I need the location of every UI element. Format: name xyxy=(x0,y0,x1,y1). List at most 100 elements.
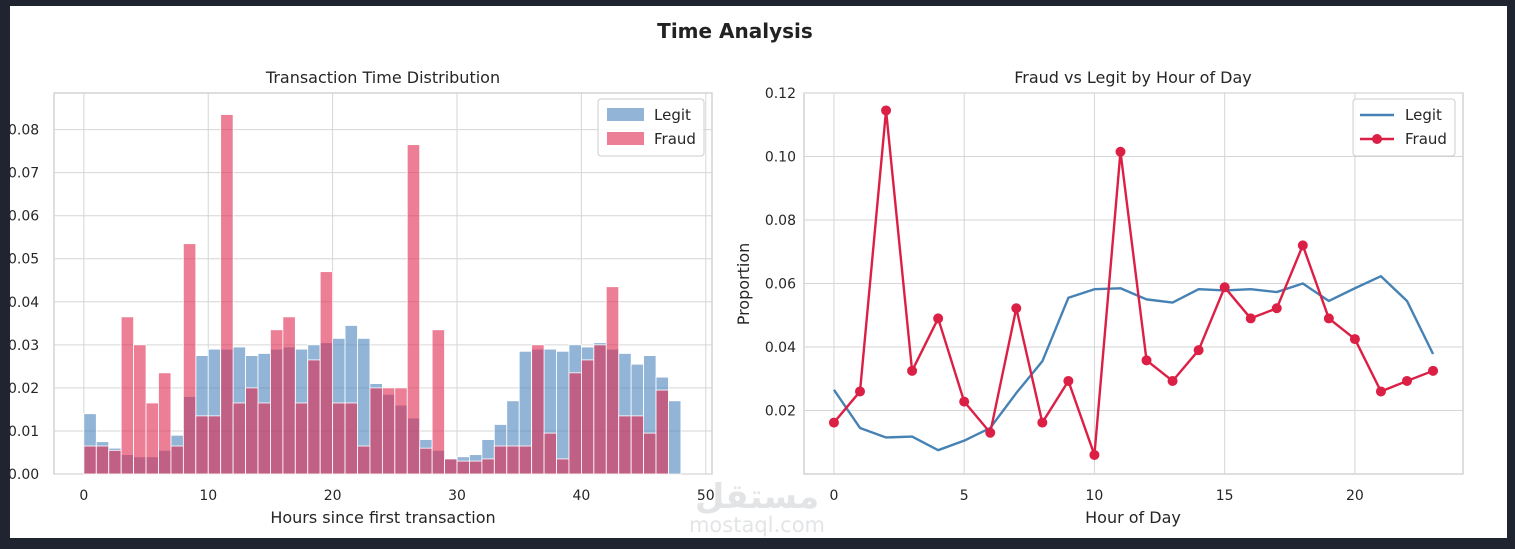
data-point-fraud xyxy=(1193,345,1204,356)
histogram-bar-fraud xyxy=(543,432,557,475)
histogram-bar-fraud xyxy=(232,402,246,475)
line-grid xyxy=(804,92,1463,474)
line-y-label: Proportion xyxy=(734,243,753,326)
histogram-bar-fraud xyxy=(369,387,383,475)
histogram-bar-legit xyxy=(668,400,682,475)
line-y-tick-label: 0.04 xyxy=(765,340,796,356)
series-line-fraud xyxy=(833,109,1434,457)
line-y-tick-label: 0.10 xyxy=(765,150,796,166)
histogram-bar-fraud xyxy=(319,271,334,475)
histogram-bar-fraud xyxy=(145,402,159,475)
watermark-url: mostaql.com xyxy=(689,513,825,537)
histogram-bar-fraud xyxy=(630,415,644,475)
legend-swatch-fraud xyxy=(607,132,644,145)
data-point-fraud xyxy=(881,105,892,116)
histogram-bar-fraud xyxy=(158,372,172,475)
line-series xyxy=(828,105,1439,460)
histogram-bar-fraud xyxy=(643,432,657,475)
histogram-bar-fraud xyxy=(456,460,470,475)
data-point-fraud xyxy=(1323,313,1334,324)
histogram-y-tick-label: 0.04 xyxy=(8,295,39,311)
legend-marker-fraud xyxy=(1372,134,1382,144)
histogram-bar-fraud xyxy=(605,286,620,475)
histogram-bar-fraud xyxy=(294,402,309,475)
histogram-y-tick-label: 0.05 xyxy=(8,252,39,268)
histogram-bar-fraud xyxy=(120,316,135,475)
histogram-bar-fraud xyxy=(618,415,632,475)
histogram-y-tick-label: 0.07 xyxy=(8,166,39,182)
data-point-fraud xyxy=(855,386,866,397)
histogram-x-tick-label: 20 xyxy=(324,488,342,504)
line-x-tick-label: 0 xyxy=(829,488,838,504)
histogram-y-tick-label: 0.08 xyxy=(8,123,39,139)
data-point-fraud xyxy=(1349,334,1360,345)
histogram-bar-fraud xyxy=(431,329,445,475)
histogram-legend: Legit Fraud xyxy=(597,98,705,157)
histogram-bar-fraud xyxy=(394,387,408,475)
histogram-bar-fraud xyxy=(95,445,110,475)
data-point-fraud xyxy=(1375,386,1386,397)
histogram-bar-fraud xyxy=(245,387,259,475)
figure-title: Time Analysis xyxy=(657,19,813,43)
histogram-bar-fraud xyxy=(406,144,421,475)
watermark-arabic: مستقل xyxy=(695,477,819,517)
line-x-tick-label: 15 xyxy=(1216,488,1234,504)
line-legend: Legit Fraud xyxy=(1352,98,1456,157)
line-y-tick-label: 0.02 xyxy=(765,404,796,420)
histogram-bar-fraud xyxy=(307,359,321,475)
histogram-bar-fraud xyxy=(580,359,595,475)
histogram-ticks: 0 10 20 30 40 50 0.00 0.01 0.02 0.03 0.04 0.05 0.06 0… xyxy=(8,123,715,504)
histogram-y-tick-label: 0.06 xyxy=(8,209,39,225)
histogram-y-tick-label: 0.01 xyxy=(8,424,39,440)
histogram-y-tick-label: 0.03 xyxy=(8,338,39,354)
data-point-fraud xyxy=(1219,282,1230,293)
data-point-fraud xyxy=(1011,303,1022,314)
histogram-x-tick-label: 30 xyxy=(448,488,466,504)
legend-label-legit-line: Legit xyxy=(1405,106,1442,124)
line-x-tick-label: 20 xyxy=(1346,488,1364,504)
histogram-bar-fraud xyxy=(182,243,197,475)
histogram-bar-fraud xyxy=(381,387,396,475)
data-point-fraud xyxy=(1063,375,1074,386)
histogram-bar-legit xyxy=(556,350,570,475)
histogram-x-tick-label: 0 xyxy=(79,488,88,504)
histogram-title: Transaction Time Distribution xyxy=(265,68,500,87)
histogram-panel: Transaction Time Distribution 0 10 20 30 40 5… xyxy=(8,68,715,527)
data-point-fraud xyxy=(1167,375,1178,386)
line-y-tick-label: 0.06 xyxy=(765,277,796,293)
line-x-tick-label: 10 xyxy=(1086,488,1104,504)
data-point-fraud xyxy=(933,313,944,324)
data-point-fraud xyxy=(1297,240,1308,251)
histogram-x-tick-label: 10 xyxy=(199,488,217,504)
histogram-bar-fraud xyxy=(357,445,371,475)
histogram-bar-fraud xyxy=(469,460,483,475)
histogram-bar-fraud xyxy=(83,445,97,475)
histogram-bars xyxy=(83,114,682,475)
legend-label-fraud: Fraud xyxy=(654,130,696,148)
histogram-bar-fraud xyxy=(655,389,669,475)
histogram-bar-fraud xyxy=(332,402,346,475)
data-point-fraud xyxy=(1141,355,1152,366)
line-x-tick-label: 5 xyxy=(960,488,969,504)
data-point-fraud xyxy=(959,396,970,407)
histogram-bar-fraud xyxy=(506,445,520,475)
histogram-bar-fraud xyxy=(133,344,147,475)
legend-swatch-legit xyxy=(607,108,644,121)
histogram-x-tick-label: 40 xyxy=(572,488,590,504)
line-y-tick-label: 0.12 xyxy=(765,86,796,102)
histogram-bar-fraud xyxy=(257,402,271,475)
histogram-x-label: Hours since first transaction xyxy=(270,508,495,527)
histogram-bar-fraud xyxy=(593,344,607,475)
data-point-fraud xyxy=(1245,313,1256,324)
histogram-x-tick-label: 50 xyxy=(697,488,715,504)
histogram-bar-fraud xyxy=(518,445,533,475)
histogram-bar-fraud xyxy=(344,402,358,475)
histogram-bar-fraud xyxy=(108,449,122,475)
histogram-y-tick-label: 0.00 xyxy=(8,467,39,483)
histogram-bar-fraud xyxy=(419,447,433,475)
line-panel: Fraud vs Legit by Hour of Day 0 5 10 15 20 0.… xyxy=(734,68,1464,527)
histogram-bar-fraud xyxy=(207,415,222,475)
line-x-label: Hour of Day xyxy=(1085,508,1181,527)
data-point-fraud xyxy=(828,417,839,428)
